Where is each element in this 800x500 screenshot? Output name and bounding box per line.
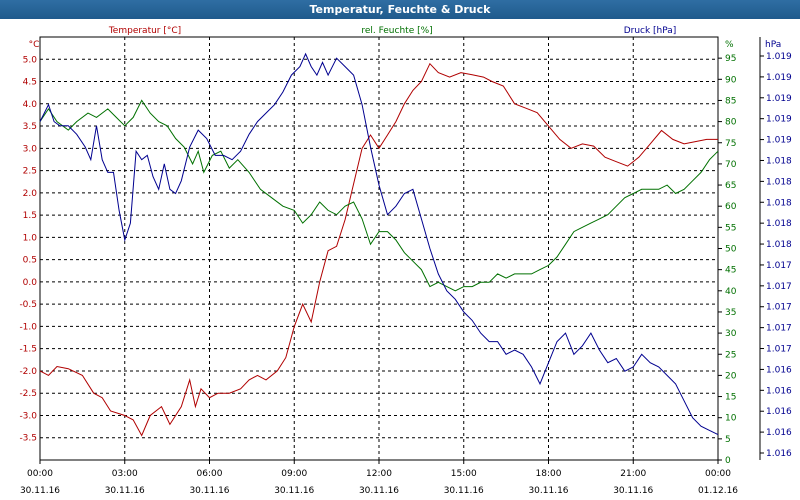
pressure-tick-label: 1.017 [766, 303, 792, 313]
x-tick-time: 21:00 [620, 469, 646, 479]
pressure-tick-label: 1.018 [766, 156, 792, 166]
temperature-tick-label: 5.0 [23, 55, 38, 65]
pressure-tick-label: 1.017 [766, 282, 792, 292]
pressure-tick-label: 1.019 [766, 52, 792, 62]
pressure-line [39, 52, 719, 436]
humidity-tick-label: 55 [725, 223, 736, 233]
temperature-tick-label: 3.5 [23, 122, 37, 132]
pressure-tick-label: 1.019 [766, 136, 792, 146]
humidity-tick-label: 75 [725, 139, 736, 149]
temperature-tick-label: 1.5 [23, 211, 37, 221]
temperature-tick-label: 1.0 [23, 233, 38, 243]
pressure-tick-label: 1.018 [766, 177, 792, 187]
x-tick-time: 03:00 [112, 469, 138, 479]
humidity-tick-label: 25 [725, 350, 736, 360]
humidity-tick-label: 30 [725, 329, 737, 339]
temperature-axis-header: Temperatur [°C] [108, 26, 181, 36]
x-tick-date: 01.12.16 [698, 486, 738, 496]
temperature-tick-label: -3.5 [19, 434, 37, 444]
x-tick-time: 12:00 [366, 469, 392, 479]
x-tick-date: 30.11.16 [444, 486, 484, 496]
pressure-tick-label: 1.016 [766, 386, 792, 396]
axis-tick-layer: 00:00 30.11.16 03:00 30.11.16 06:00 30.11.16 0… [19, 37, 792, 496]
pressure-tick-label: 1.017 [766, 261, 792, 271]
pressure-tick-label: 1.016 [766, 365, 792, 375]
humidity-tick-label: 95 [725, 54, 736, 64]
chart-title: Temperatur, Feuchte & Druck [0, 0, 800, 19]
pressure-tick-label: 1.016 [766, 407, 792, 417]
x-tick-time: 15:00 [451, 469, 477, 479]
humidity-tick-label: 10 [725, 414, 737, 424]
pressure-tick-label: 1.017 [766, 345, 792, 355]
temperature-tick-label: 2.0 [23, 189, 38, 199]
pressure-tick-label: 1.017 [766, 324, 792, 334]
x-tick-date: 30.11.16 [105, 486, 145, 496]
temperature-tick-label: -3.0 [19, 411, 37, 421]
pressure-tick-label: 1.016 [766, 428, 792, 438]
x-tick-time: 18:00 [536, 469, 562, 479]
humidity-tick-label: 45 [725, 266, 736, 276]
axis-headers: Temperatur [°C] rel. Feuchte [%] Druck [hP… [108, 26, 676, 36]
pressure-unit: hPa [765, 40, 781, 50]
x-tick-time: 00:00 [27, 469, 53, 479]
temperature-tick-label: -2.5 [19, 389, 37, 399]
temperature-tick-label: 0.5 [23, 256, 37, 266]
pressure-tick-label: 1.019 [766, 94, 792, 104]
temperature-line [39, 62, 718, 437]
humidity-tick-label: 60 [725, 202, 737, 212]
temperature-tick-label: -0.5 [19, 300, 37, 310]
x-tick-date: 30.11.16 [528, 486, 568, 496]
temperature-tick-label: 2.5 [23, 167, 37, 177]
humidity-tick-label: 50 [725, 245, 737, 255]
humidity-tick-label: 80 [725, 118, 737, 128]
x-tick-date: 30.11.16 [359, 486, 399, 496]
humidity-unit: % [725, 40, 734, 50]
humidity-tick-label: 5 [725, 435, 731, 445]
x-tick-date: 30.11.16 [20, 486, 60, 496]
temperature-tick-label: 3.0 [23, 144, 38, 154]
temperature-unit: °C [29, 40, 40, 50]
x-tick-time: 06:00 [197, 469, 223, 479]
pressure-tick-label: 1.016 [766, 449, 792, 459]
temperature-tick-label: -1.5 [19, 345, 37, 355]
x-tick-date: 30.11.16 [613, 486, 653, 496]
pressure-tick-label: 1.018 [766, 240, 792, 250]
temperature-tick-label: -1.0 [19, 322, 37, 332]
humidity-tick-label: 90 [725, 75, 737, 85]
pressure-tick-label: 1.018 [766, 198, 792, 208]
temperature-tick-label: 4.0 [23, 100, 38, 110]
humidity-tick-label: 20 [725, 371, 737, 381]
pressure-tick-label: 1.019 [766, 73, 792, 83]
humidity-axis-header: rel. Feuchte [%] [361, 26, 432, 36]
humidity-line [39, 99, 719, 292]
temperature-tick-label: -2.0 [19, 367, 37, 377]
x-tick-date: 30.11.16 [189, 486, 229, 496]
x-tick-date: 30.11.16 [274, 486, 314, 496]
humidity-tick-label: 15 [725, 393, 736, 403]
humidity-tick-label: 70 [725, 160, 737, 170]
pressure-tick-label: 1.019 [766, 115, 792, 125]
x-tick-time: 09:00 [281, 469, 307, 479]
pressure-axis-header: Druck [hPa] [624, 26, 677, 36]
x-tick-time: 00:00 [705, 469, 731, 479]
series-layer [39, 52, 719, 437]
grid [40, 37, 718, 460]
humidity-tick-label: 65 [725, 181, 736, 191]
temperature-tick-label: 0.0 [23, 278, 38, 288]
pressure-tick-label: 1.018 [766, 219, 792, 229]
humidity-tick-label: 40 [725, 287, 737, 297]
temperature-tick-label: 4.5 [23, 78, 37, 88]
humidity-tick-label: 85 [725, 96, 736, 106]
humidity-tick-label: 0 [725, 456, 731, 466]
humidity-tick-label: 35 [725, 308, 736, 318]
